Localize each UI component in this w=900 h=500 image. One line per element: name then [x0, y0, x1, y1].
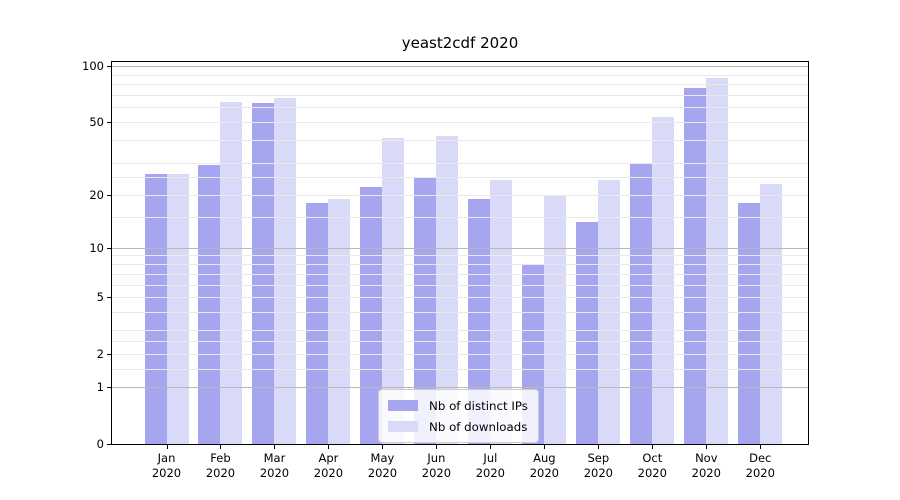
x-tick-label-oct: Oct 2020 — [637, 451, 667, 480]
y-tick-label-1: 1 — [96, 380, 104, 395]
bar-mar-downloads — [274, 98, 297, 444]
y-tick-label-0: 0 — [96, 437, 104, 451]
x-tick-label-feb: Feb 2020 — [205, 451, 236, 480]
distinct-ips-swatch — [388, 400, 418, 411]
bar-oct-downloads — [652, 117, 675, 444]
x-tick-mark — [328, 445, 330, 449]
gridline-3 — [112, 330, 808, 332]
y-tick-mark — [107, 194, 111, 196]
gridline-4 — [112, 312, 808, 314]
y-tick-mark — [107, 247, 111, 249]
x-tick-label-aug: Aug 2020 — [529, 451, 559, 480]
x-tick-mark — [166, 445, 168, 449]
gridline-7 — [112, 273, 808, 275]
chart-title: yeast2cdf 2020 — [401, 34, 519, 52]
legend-label-downloads: Nb of downloads — [429, 419, 528, 434]
downloads-swatch — [388, 421, 418, 432]
x-tick-mark — [382, 445, 384, 449]
gridline-6 — [112, 284, 808, 286]
gridline-8 — [112, 264, 808, 266]
x-tick-mark — [220, 445, 222, 449]
gridline-10 — [112, 247, 808, 249]
legend: Nb of distinct IPs Nb of downloads — [378, 389, 539, 443]
legend-row: Nb of downloads — [388, 416, 528, 437]
bar-mar-ips — [252, 103, 275, 444]
gridline-15 — [112, 216, 808, 218]
y-tick-mark — [107, 387, 111, 389]
gridline-1 — [112, 387, 808, 389]
bar-feb-downloads — [220, 102, 243, 444]
bar-dec-downloads — [760, 183, 783, 444]
bar-may-ips — [360, 187, 383, 444]
bar-jun-downloads — [436, 135, 459, 444]
bar-apr-downloads — [328, 198, 351, 444]
x-tick-mark — [760, 445, 762, 449]
x-tick-label-mar: Mar 2020 — [259, 451, 290, 480]
legend-row: Nb of distinct IPs — [388, 395, 528, 416]
y-tick-label-2: 2 — [96, 347, 104, 361]
x-tick-label-sep: Sep 2020 — [583, 451, 613, 480]
bar-jan-downloads — [166, 174, 189, 444]
bar-oct-ips — [630, 162, 653, 444]
x-tick-label-may: May 2020 — [367, 451, 398, 480]
x-tick-mark — [274, 445, 276, 449]
plot-area — [112, 62, 808, 444]
bar-may-downloads — [382, 137, 405, 444]
gridline-1.5 — [112, 368, 808, 370]
gridline-50 — [112, 121, 808, 123]
gridline-80 — [112, 84, 808, 86]
bar-aug-downloads — [544, 194, 567, 444]
y-tick-label-100: 100 — [82, 58, 104, 73]
gridline-25 — [112, 177, 808, 179]
x-tick-mark — [490, 445, 492, 449]
gridline-2 — [112, 354, 808, 355]
y-tick-label-10: 10 — [89, 240, 104, 255]
gridline-5 — [112, 297, 808, 299]
bar-jul-downloads — [490, 180, 513, 444]
gridline-20 — [112, 194, 808, 196]
x-tick-label-jan: Jan 2020 — [151, 451, 182, 480]
bar-apr-ips — [306, 202, 329, 444]
x-tick-mark — [598, 445, 600, 449]
y-tick-label-50: 50 — [89, 114, 104, 129]
gridline-90 — [112, 74, 808, 76]
y-tick-mark — [107, 121, 111, 123]
gridline-40 — [112, 139, 808, 141]
bar-dec-ips — [738, 202, 761, 444]
bar-nov-downloads — [706, 78, 729, 444]
x-tick-mark — [706, 445, 708, 449]
x-tick-mark — [436, 445, 438, 449]
y-tick-mark — [107, 65, 111, 67]
bar-sep-ips — [576, 222, 599, 444]
bar-jun-ips — [414, 177, 437, 444]
gridline-60 — [112, 107, 808, 109]
y-tick-mark — [107, 444, 111, 445]
x-tick-mark — [544, 445, 546, 449]
x-tick-label-apr: Apr 2020 — [313, 451, 344, 480]
y-tick-label-20: 20 — [89, 187, 104, 202]
bar-sep-downloads — [598, 180, 621, 444]
gridline-70 — [112, 94, 808, 96]
bar-jan-ips — [144, 174, 167, 444]
bar-jul-ips — [468, 198, 491, 444]
bar-feb-ips — [198, 165, 221, 444]
gridline-100 — [112, 65, 808, 67]
legend-label-distinct-ips: Nb of distinct IPs — [429, 398, 528, 413]
gridline-30 — [112, 162, 808, 164]
gridline-2.5 — [112, 341, 808, 343]
gridline-9 — [112, 255, 808, 257]
y-tick-mark — [107, 354, 111, 355]
y-tick-label-5: 5 — [96, 290, 104, 305]
y-tick-mark — [107, 297, 111, 299]
x-tick-label-dec: Dec 2020 — [745, 451, 775, 480]
x-tick-mark — [652, 445, 654, 449]
x-tick-label-jul: Jul 2020 — [475, 451, 506, 480]
x-tick-label-jun: Jun 2020 — [421, 451, 452, 480]
gridlines-layer — [112, 62, 808, 444]
x-tick-label-nov: Nov 2020 — [691, 451, 721, 480]
